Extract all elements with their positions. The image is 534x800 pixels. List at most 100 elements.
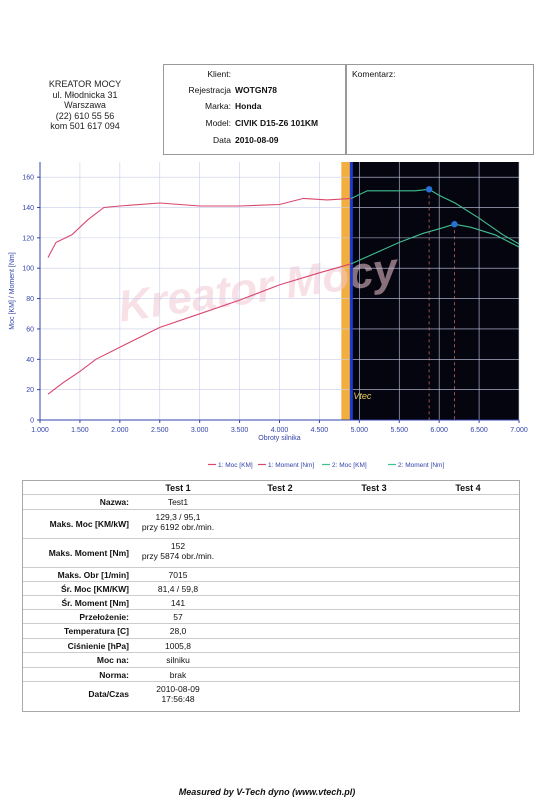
- table-row: Śr. Moment [Nm] 141: [23, 595, 519, 610]
- legend-entry: 1: Moment [Nm]: [268, 462, 314, 469]
- row-value-line1: 7015: [168, 570, 188, 580]
- comment-label: Komentarz:: [352, 69, 396, 79]
- row-label: Moc na:: [96, 655, 129, 665]
- series-line-4: [351, 188, 520, 245]
- x-tick-label: 6.500: [470, 427, 488, 434]
- row-value-line2: 17:56:48: [161, 694, 195, 704]
- x-tick-label: 5.000: [351, 427, 369, 434]
- row-label: Maks. Moc [KM/kW]: [49, 518, 129, 529]
- y-tick-label: 140: [22, 205, 34, 212]
- company-name: KREATOR MOCY: [48, 79, 122, 89]
- y-tick-label: 60: [26, 326, 34, 333]
- row-value: 28,0: [133, 626, 223, 636]
- row-value: 81,4 / 59,8: [133, 584, 223, 594]
- row-label: Data/Czas: [88, 688, 129, 699]
- legend-entry: 2: Moc [KM]: [332, 462, 367, 469]
- row-label: Temperatura [C]: [63, 626, 129, 636]
- x-axis-label: Obroty silnika: [258, 435, 301, 442]
- table-row: Śr. Moc [KM/KW] 81,4 / 59,8: [23, 581, 519, 596]
- row-value-line1: 152: [170, 541, 186, 551]
- registration-value: WOTGN78: [235, 85, 278, 95]
- company-mobile: kom 501 617 094: [50, 121, 120, 131]
- vtec-transition-band: [341, 162, 352, 420]
- row-value-line1: 81,4 / 59,8: [157, 584, 199, 594]
- make-label: Marka:: [205, 101, 231, 111]
- row-value-line2: przy 5874 obr./min.: [141, 551, 215, 561]
- series-line-1: [47, 263, 352, 395]
- y-tick-label: 100: [22, 266, 34, 273]
- x-tick-label: 2.000: [111, 427, 129, 434]
- table-row: Data/Czas 2010-08-09 17:56:48: [23, 681, 519, 707]
- make-value: Honda: [235, 101, 262, 111]
- x-tick-label: 4.500: [311, 427, 329, 434]
- row-value: 7015: [133, 570, 223, 580]
- x-tick-label: 1.000: [31, 427, 49, 434]
- y-tick-label: 0: [30, 418, 34, 425]
- row-label: Śr. Moc [KM/KW]: [61, 584, 129, 594]
- dyno-chart-svg: Kreator Mocy 1.000 1.500 2.000 2.500 3.000 3.…: [9, 162, 528, 469]
- x-tick-label: 3.000: [191, 427, 209, 434]
- header-test-4: Test 4: [455, 483, 481, 493]
- model-value: CIVIK D15-Z6 101KM: [235, 118, 319, 128]
- row-value-line1: 141: [170, 598, 186, 608]
- model-label: Model:: [205, 118, 231, 128]
- company-phone: (22) 610 55 56: [55, 110, 115, 121]
- row-value-line1: Test1: [167, 497, 189, 507]
- row-value-line1: 57: [173, 612, 183, 622]
- row-value-line1: brak: [169, 670, 187, 680]
- company-city: Warszawa: [64, 100, 106, 110]
- y-tick-label: 80: [26, 296, 34, 303]
- company-street: ul. Młodnicka 31: [52, 89, 118, 100]
- row-label: Maks. Obr [1/min]: [57, 570, 129, 580]
- row-label: Śr. Moment [Nm]: [61, 598, 129, 608]
- row-value: 129,3 / 95,1 przy 6192 obr./min.: [133, 512, 223, 532]
- legend-entry: 1: Moc [KM]: [218, 462, 253, 469]
- series-line-2: [47, 197, 352, 258]
- company-address: KREATOR MOCY ul. Młodnicka 31 Warszawa (…: [20, 79, 150, 132]
- table-row: Maks. Moment [Nm] 152 przy 5874 obr./min.: [23, 538, 519, 568]
- series-line-3: [351, 223, 520, 265]
- row-value: 57: [133, 612, 223, 622]
- client-info-box: Klient: Rejestracja WOTGN78 Marka: Honda…: [163, 64, 346, 155]
- table-row: Temperatura [C] 28,0: [23, 623, 519, 639]
- peak-marker: [451, 221, 458, 228]
- x-tick-label: 1.500: [71, 427, 89, 434]
- table-row: Nazwa: Test1: [23, 494, 519, 510]
- row-value: 1005,8: [133, 641, 223, 651]
- x-tick-label: 7.000: [510, 427, 528, 434]
- x-tick-label: 2.500: [151, 427, 169, 434]
- row-value: 141: [133, 598, 223, 608]
- row-value-line1: 28,0: [169, 626, 187, 636]
- y-tick-label: 160: [22, 175, 34, 182]
- y-tick-label: 20: [26, 387, 34, 394]
- table-row: Norma: brak: [23, 667, 519, 682]
- row-label: Przełożenie:: [79, 612, 129, 622]
- row-value-line2: przy 6192 obr./min.: [141, 522, 215, 532]
- plot-area: [40, 162, 352, 420]
- footer-credit: Measured by V-Tech dyno (www.vtech.pl): [178, 787, 356, 797]
- header-test-1: Test 1: [165, 483, 191, 493]
- vtec-label: Vtec: [353, 391, 372, 401]
- row-value-line1: silniku: [166, 655, 190, 665]
- client-label: Klient:: [207, 69, 231, 79]
- legend-entry: 2: Moment [Nm]: [398, 462, 444, 469]
- y-axis-label: Moc [KM] / Moment [Nm]: [9, 252, 16, 329]
- row-value: brak: [133, 670, 223, 680]
- row-label: Nazwa:: [99, 497, 129, 507]
- row-label: Norma:: [99, 670, 129, 680]
- vtec-dark-area: [351, 162, 519, 420]
- row-label: Ciśnienie [hPa]: [67, 641, 129, 651]
- results-table: Test 1 Test 2 Test 3 Test 4 Nazwa: Test1 M…: [22, 480, 520, 712]
- registration-label: Rejestracja: [188, 85, 231, 95]
- y-tick-label: 120: [22, 235, 34, 242]
- row-value: Test1: [133, 497, 223, 507]
- x-tick-label: 3.500: [231, 427, 249, 434]
- y-tick-label: 40: [26, 357, 34, 364]
- row-value-line1: 1005,8: [165, 641, 191, 651]
- row-value: 152 przy 5874 obr./min.: [133, 541, 223, 561]
- date-label: Data: [213, 135, 231, 145]
- date-value: 2010-08-09: [235, 135, 279, 145]
- peak-marker: [425, 186, 433, 193]
- dyno-chart: Kreator Mocy 1.000 1.500 2.000 2.500 3.000 3.…: [0, 152, 534, 472]
- header-test-2: Test 2: [267, 483, 293, 493]
